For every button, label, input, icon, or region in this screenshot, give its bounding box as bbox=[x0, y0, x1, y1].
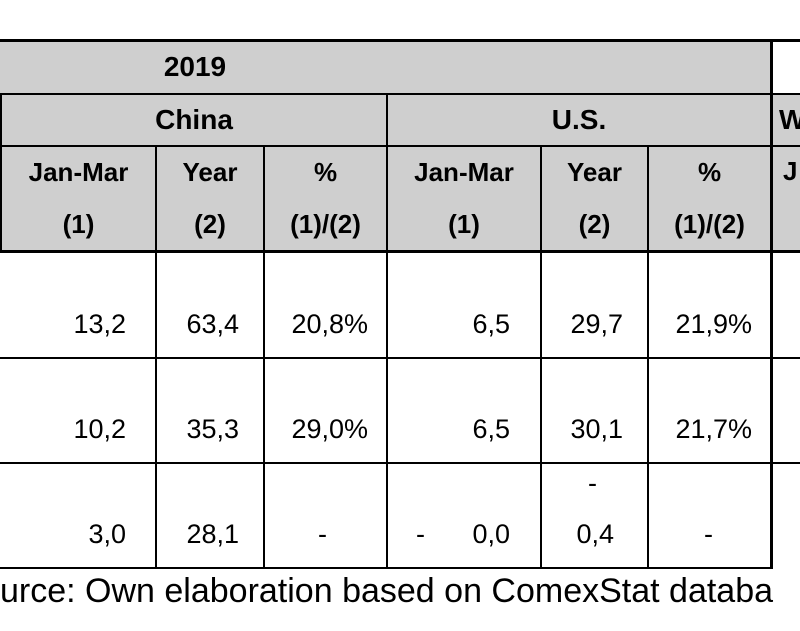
rule-top bbox=[0, 39, 800, 42]
colhead-top: Year bbox=[567, 156, 622, 187]
colhead-bottom: (1) bbox=[448, 208, 480, 239]
cell-r1-china-year: 63,4 bbox=[186, 309, 239, 339]
colhead-top: Year bbox=[182, 156, 238, 187]
vline-c2 bbox=[263, 145, 265, 569]
rule-header-bottom bbox=[0, 250, 800, 253]
colhead-bottom: (2) bbox=[578, 208, 611, 239]
rule-group-right bbox=[772, 93, 800, 95]
vline-c4 bbox=[540, 145, 542, 569]
colhead-china-pct: % (1)/(2) bbox=[265, 145, 386, 250]
cell-r3-us-pct: - bbox=[704, 519, 713, 549]
colhead-china-year: Year (2) bbox=[157, 145, 263, 250]
vline-left-edge bbox=[0, 93, 2, 253]
colhead-top: Jan-Mar bbox=[28, 156, 129, 187]
year-header: 2019 bbox=[163, 51, 227, 82]
cell-r2-china-pct: 29,0% bbox=[291, 414, 368, 444]
source-note: urce: Own elaboration based on ComexStat… bbox=[0, 572, 774, 610]
cell-r3-us-dash: - bbox=[416, 519, 425, 549]
cell-r2-us-pct: 21,7% bbox=[675, 414, 752, 444]
rule-row1 bbox=[0, 357, 800, 359]
cell-r2-us-year: 30,1 bbox=[570, 414, 623, 444]
vline-china-us bbox=[386, 93, 388, 569]
cell-r3-china-janmar: 3,0 bbox=[88, 519, 126, 549]
group-china: China bbox=[155, 104, 233, 135]
cell-r3-us-year-dash: - bbox=[588, 468, 597, 498]
colhead-top: % bbox=[313, 156, 338, 187]
colhead-us-year: Year (2) bbox=[542, 145, 647, 250]
cell-r1-us-year: 29,7 bbox=[570, 309, 623, 339]
cell-r3-us-year: 0,4 bbox=[576, 519, 614, 549]
colhead-bottom: (2) bbox=[194, 208, 226, 239]
cell-r1-us-janmar: 6,5 bbox=[472, 309, 510, 339]
rule-colhead bbox=[0, 145, 800, 147]
vline-right-block bbox=[770, 39, 773, 569]
header-band-right-white bbox=[772, 40, 800, 94]
cell-r3-us-janmar: 0,0 bbox=[472, 519, 510, 549]
cell-r1-china-janmar: 13,2 bbox=[73, 309, 126, 339]
colhead-us-janmar: Jan-Mar (1) bbox=[388, 145, 540, 250]
cell-r3-china-year: 28,1 bbox=[186, 519, 239, 549]
vline-c1 bbox=[155, 145, 157, 569]
colhead-china-janmar: Jan-Mar (1) bbox=[2, 145, 155, 250]
group-us: U.S. bbox=[551, 104, 607, 135]
colhead-top: Jan-Mar bbox=[414, 156, 514, 187]
colhead-us-pct: % (1)/(2) bbox=[649, 145, 770, 250]
colhead-w-partial: J bbox=[773, 145, 800, 250]
cell-r2-china-year: 35,3 bbox=[186, 414, 239, 444]
colhead-bottom: (1)/(2) bbox=[290, 208, 361, 239]
group-w: W bbox=[779, 104, 800, 135]
cell-r2-us-janmar: 6,5 bbox=[472, 414, 510, 444]
colhead-bottom: (1)/(2) bbox=[674, 208, 745, 239]
cell-r1-china-pct: 20,8% bbox=[291, 309, 368, 339]
colhead-top: % bbox=[697, 156, 722, 187]
cell-r3-china-pct: - bbox=[318, 519, 327, 549]
rule-row2 bbox=[0, 462, 800, 464]
colhead-top: J bbox=[783, 156, 798, 186]
vline-c5 bbox=[647, 145, 649, 569]
colhead-bottom: (1) bbox=[62, 208, 95, 239]
cell-r2-china-janmar: 10,2 bbox=[73, 414, 126, 444]
cell-r1-us-pct: 21,9% bbox=[675, 309, 752, 339]
